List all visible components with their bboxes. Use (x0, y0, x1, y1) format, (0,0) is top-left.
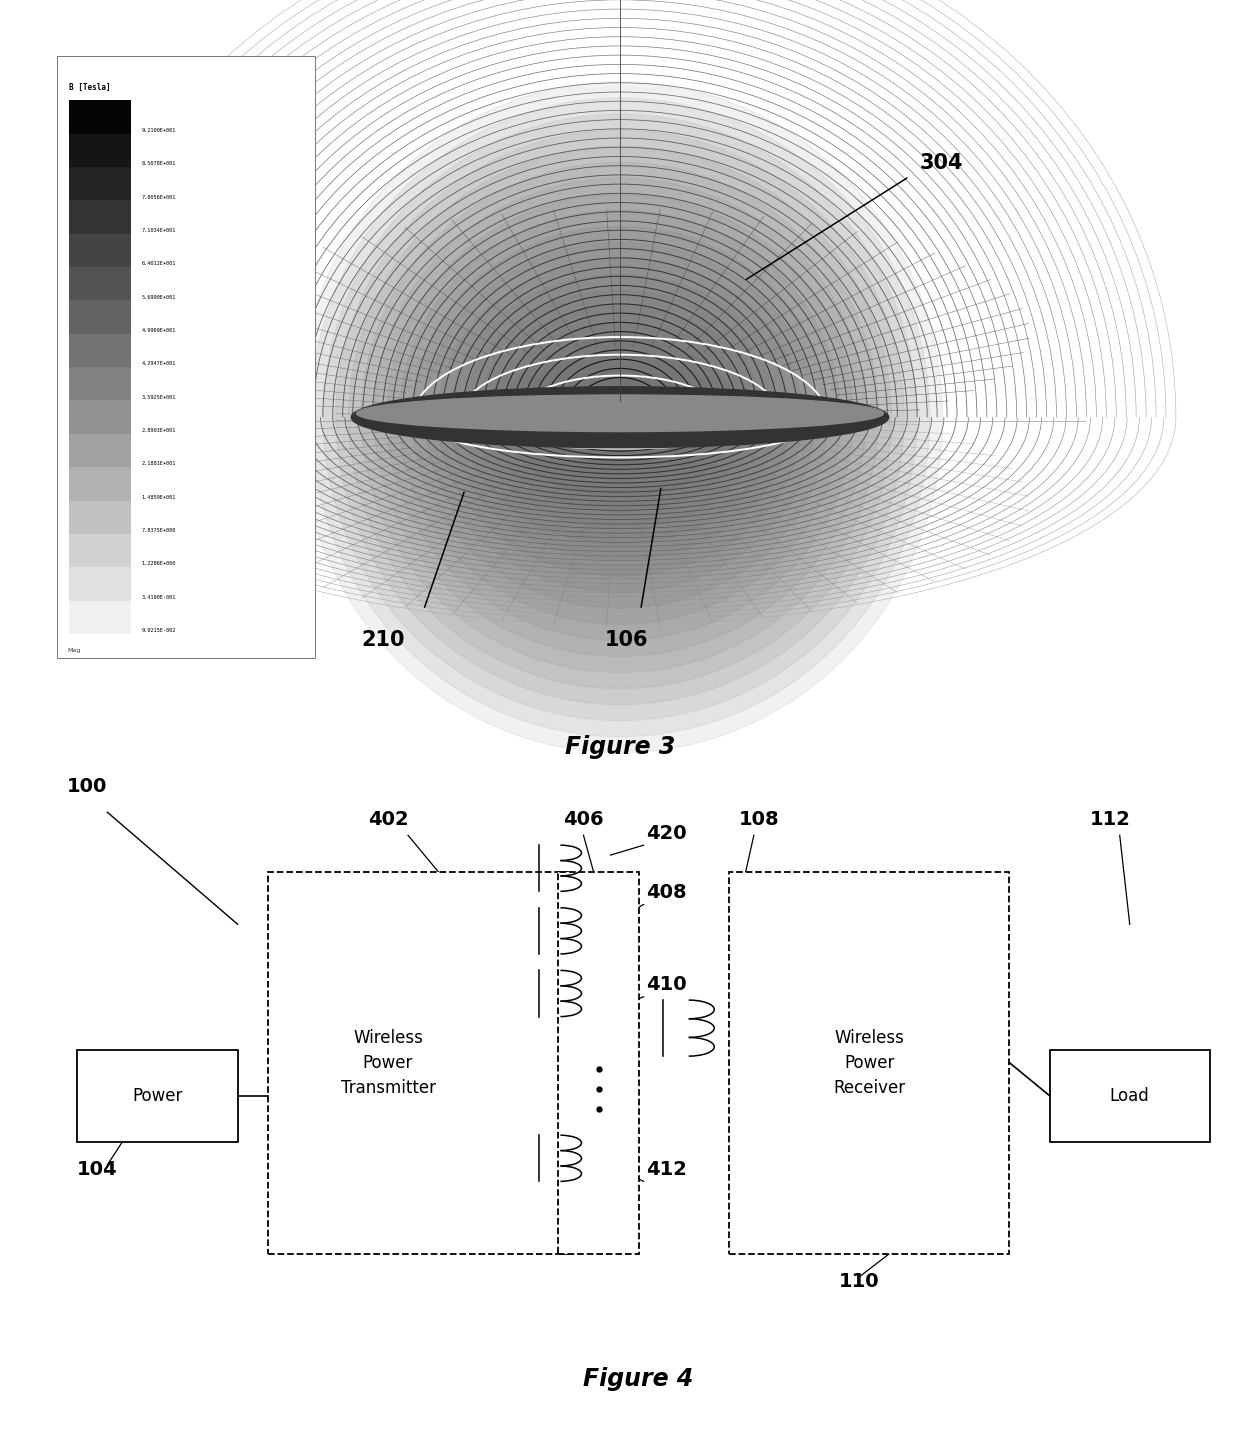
Ellipse shape (387, 195, 853, 641)
Bar (69, 267, 131, 301)
Text: 2.8903E+001: 2.8903E+001 (141, 428, 176, 433)
Text: Mag: Mag (67, 648, 81, 652)
Bar (69, 299, 131, 334)
Ellipse shape (298, 82, 942, 752)
Bar (77, 1049, 238, 1142)
Bar (69, 433, 131, 467)
Text: 106: 106 (604, 631, 649, 651)
Text: 410: 410 (646, 976, 686, 995)
Text: Wireless
Power
Receiver: Wireless Power Receiver (833, 1029, 905, 1096)
Bar (558, 871, 639, 1254)
Text: Wireless
Power
Transmitter: Wireless Power Transmitter (341, 1029, 435, 1096)
Ellipse shape (399, 211, 841, 625)
Text: 1.2286E+000: 1.2286E+000 (141, 562, 176, 566)
Text: 7.8056E+001: 7.8056E+001 (141, 195, 176, 199)
Bar (69, 533, 131, 567)
Text: 108: 108 (739, 811, 780, 830)
Text: 7.8375E+000: 7.8375E+000 (141, 529, 176, 533)
Text: B [Tesla]: B [Tesla] (69, 83, 110, 92)
Ellipse shape (539, 387, 701, 447)
Text: Power: Power (133, 1086, 182, 1105)
Bar (69, 133, 131, 168)
Text: 408: 408 (646, 883, 686, 901)
Text: 3.4190E-001: 3.4190E-001 (141, 595, 176, 600)
Text: Figure 4: Figure 4 (583, 1367, 694, 1390)
Ellipse shape (361, 162, 879, 672)
Ellipse shape (348, 146, 892, 688)
Bar (69, 466, 131, 500)
Bar (69, 367, 131, 400)
Bar (57, 56, 315, 658)
Bar (1049, 1049, 1210, 1142)
Ellipse shape (438, 258, 802, 576)
Text: 9.9215E-002: 9.9215E-002 (141, 628, 176, 633)
Bar (69, 99, 131, 133)
Bar (69, 566, 131, 600)
Text: 3.5925E+001: 3.5925E+001 (141, 394, 176, 400)
Text: 100: 100 (67, 778, 108, 797)
Text: 2.1881E+001: 2.1881E+001 (141, 461, 176, 466)
Ellipse shape (336, 130, 904, 705)
Text: 4.9969E+001: 4.9969E+001 (141, 328, 176, 332)
Bar (69, 166, 131, 201)
Bar (729, 871, 1009, 1254)
Ellipse shape (310, 97, 930, 737)
Text: 420: 420 (646, 824, 686, 843)
Bar (69, 400, 131, 434)
Ellipse shape (489, 322, 751, 512)
Ellipse shape (501, 338, 739, 496)
Text: Figure 3: Figure 3 (564, 735, 676, 759)
Bar (69, 332, 131, 367)
Bar (69, 500, 131, 535)
Ellipse shape (450, 275, 790, 560)
Text: 406: 406 (563, 811, 604, 830)
Text: 304: 304 (920, 152, 963, 172)
Ellipse shape (476, 307, 764, 527)
Text: 402: 402 (368, 811, 409, 830)
Bar (69, 234, 131, 267)
Bar (69, 199, 131, 234)
Ellipse shape (527, 371, 713, 464)
Text: 412: 412 (646, 1159, 687, 1179)
Ellipse shape (324, 115, 916, 721)
Ellipse shape (463, 291, 777, 545)
Text: 6.4012E+001: 6.4012E+001 (141, 261, 176, 267)
Bar (69, 600, 131, 633)
Ellipse shape (351, 387, 889, 447)
Ellipse shape (412, 226, 828, 608)
Text: 112: 112 (1090, 811, 1131, 830)
Ellipse shape (357, 396, 883, 431)
Text: 7.1034E+001: 7.1034E+001 (141, 228, 176, 234)
Text: 110: 110 (839, 1273, 879, 1291)
Text: 5.6990E+001: 5.6990E+001 (141, 295, 176, 299)
Text: 104: 104 (77, 1159, 118, 1179)
Text: 210: 210 (362, 631, 405, 651)
Ellipse shape (374, 178, 866, 656)
Text: 1.4859E+001: 1.4859E+001 (141, 494, 176, 500)
Text: 4.2947E+001: 4.2947E+001 (141, 361, 176, 367)
Text: Load: Load (1110, 1086, 1149, 1105)
Ellipse shape (513, 355, 727, 480)
Text: 8.5078E+001: 8.5078E+001 (141, 162, 176, 166)
Ellipse shape (425, 242, 815, 592)
Bar (268, 871, 568, 1254)
Text: 9.2100E+001: 9.2100E+001 (141, 128, 176, 133)
